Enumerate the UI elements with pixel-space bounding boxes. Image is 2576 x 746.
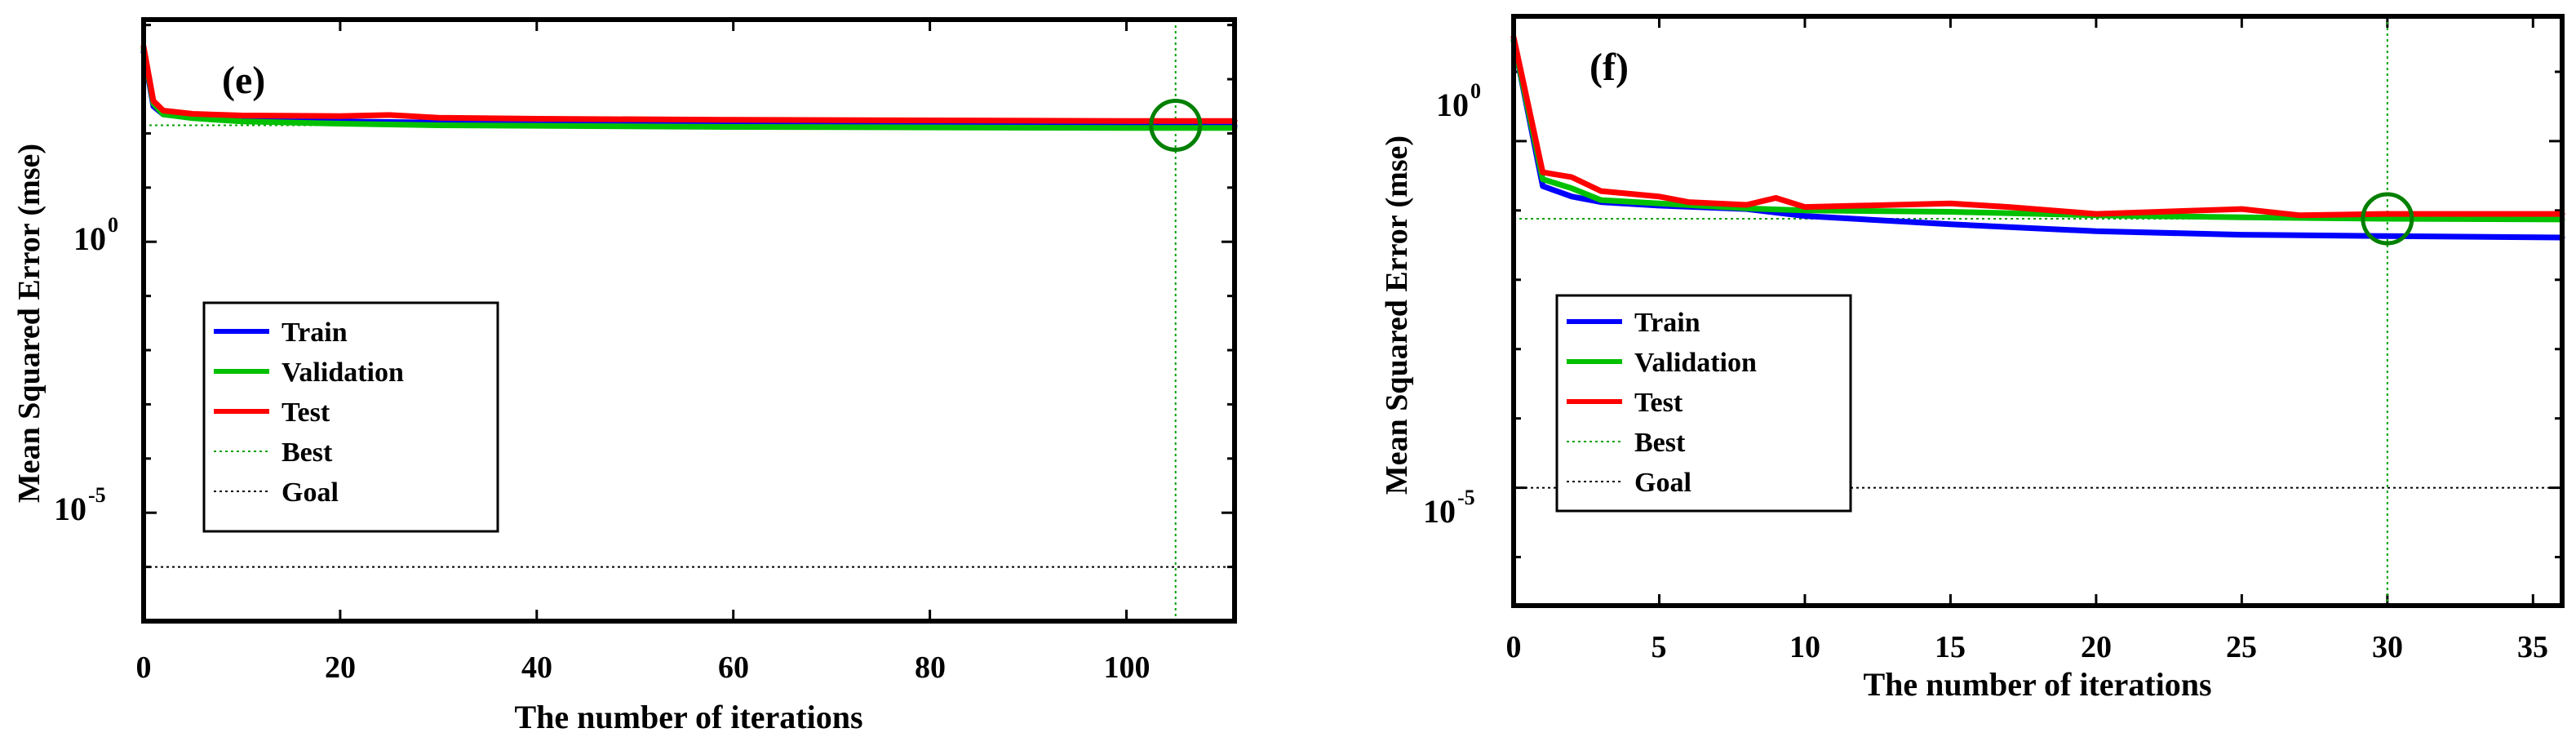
panel-e-y-tick-base: 10	[54, 491, 86, 527]
panel-e-x-tick-label: 20	[325, 651, 356, 685]
panel-e-legend-test: Test	[282, 397, 330, 428]
panel-e-legend-train: Train	[282, 317, 348, 348]
panel-f-best-marker	[2361, 192, 2414, 246]
panel-e-y-tick-exp: -5	[88, 483, 106, 507]
panel-f-axes-frame	[1511, 14, 2565, 608]
panel-f-legend-goal: Goal	[1634, 468, 1691, 498]
panel-f-y-tick-exp: -5	[1457, 486, 1475, 509]
panel-f-series-test	[1510, 34, 2565, 219]
panel-e-x-tick-label: 80	[915, 651, 946, 685]
panel-e-x-tick-label: 60	[718, 651, 749, 685]
panel-f-y-tick-base: 10	[1436, 87, 1469, 123]
panel-e-best-marker	[1149, 98, 1203, 152]
panel-f-x-tick-label: 35	[2517, 630, 2548, 664]
panel-e-series-test	[140, 43, 1238, 124]
panel-f-y-axis-label: Mean Squared Error (mse)	[1380, 135, 1414, 495]
panel-e-x-tick-label: 100	[1104, 651, 1151, 685]
panel-f-y-tick-label: 10 0	[1436, 79, 1481, 123]
panel-f-x-tick-label: 20	[2081, 630, 2112, 664]
panel-f-legend: Train Validation Test Best Goal	[1555, 294, 1852, 513]
panel-f: (f) Mean Squared Error (mse) The number …	[1380, 14, 2565, 703]
panel-f-legend-test: Test	[1634, 388, 1683, 418]
panel-f-x-tick-label: 15	[1935, 630, 1966, 664]
panel-e-x-axis-label: The number of iterations	[514, 699, 862, 735]
panel-f-y-tick-base: 10	[1423, 493, 1456, 530]
panel-e-y-tick-base: 10	[73, 220, 106, 257]
panel-e-y-axis-label: Mean Squared Error (mse)	[12, 144, 47, 503]
panel-e-legend-goal: Goal	[282, 477, 339, 508]
panel-f-x-tick-label: 10	[1789, 630, 1820, 664]
panel-e-legend-box	[202, 301, 499, 533]
panel-f-legend-train: Train	[1634, 308, 1700, 338]
panel-f-x-tick-label: 30	[2372, 630, 2403, 664]
panel-f-x-tick-label: 0	[1506, 630, 1522, 664]
panel-f-label: (f)	[1589, 46, 1629, 89]
panel-e-y-tick-exp: 0	[108, 213, 118, 237]
panel-f-y-tick-label: 10 -5	[1423, 486, 1475, 530]
panel-e-legend-validation: Validation	[282, 357, 404, 388]
panel-e-legend-best: Best	[282, 437, 333, 468]
panel-f-x-tick-label: 25	[2226, 630, 2257, 664]
panel-f-legend-validation: Validation	[1634, 348, 1757, 378]
panel-e-y-tick-label: 10 -5	[54, 483, 106, 527]
panel-f-x-tick-label: 5	[1652, 630, 1667, 664]
panel-e-y-tick-label: 10 0	[73, 213, 118, 257]
panel-e-x-tick-label: 0	[136, 651, 152, 685]
panel-f-legend-best: Best	[1634, 428, 1686, 458]
panel-f-y-tick-exp: 0	[1470, 79, 1481, 103]
panel-e-label: (e)	[222, 59, 265, 102]
panel-e: (e) Mean Squared Error (mse) The number …	[12, 17, 1238, 735]
panel-e-x-tick-label: 40	[521, 651, 552, 685]
panel-f-x-axis-label: The number of iterations	[1863, 666, 2211, 703]
panel-f-series-train	[1510, 38, 2565, 241]
panel-f-series-validation	[1510, 38, 2565, 223]
panel-e-axes-frame	[141, 17, 1237, 624]
panel-e-legend: Train Validation Test Best Goal	[202, 301, 499, 533]
